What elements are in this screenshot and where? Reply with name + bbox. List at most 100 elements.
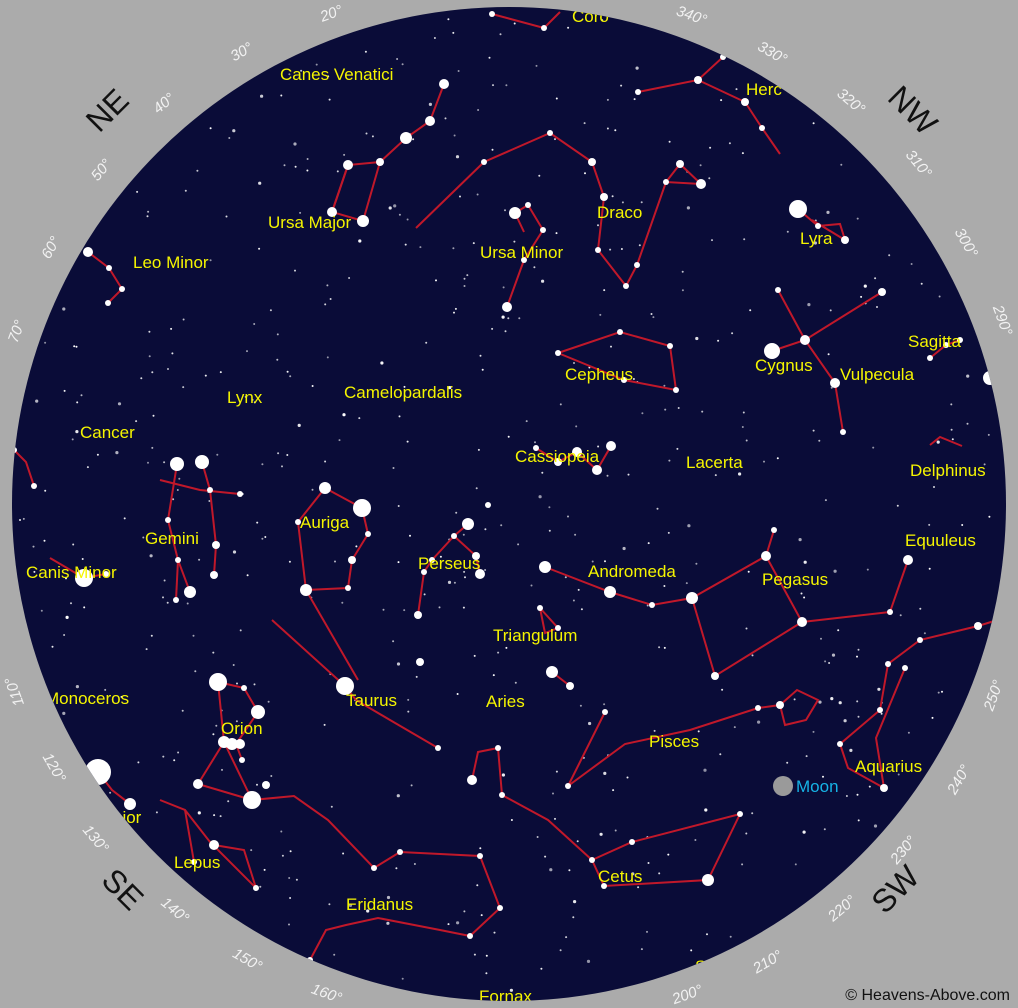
field-star [824,660,827,663]
field-star [541,279,545,283]
star [475,569,485,579]
field-star [640,948,643,951]
field-star [364,50,367,53]
field-star [115,451,119,455]
field-star [898,374,901,377]
field-star [398,415,401,418]
star [241,685,247,691]
field-star [480,914,483,917]
field-star [559,949,562,952]
field-star [838,701,842,705]
field-star [493,931,496,934]
field-star [184,189,187,192]
field-star [148,330,151,333]
label-perseus: Perseus [418,554,480,573]
star [327,207,337,217]
star [547,130,553,136]
field-star [33,570,36,573]
field-star [951,438,954,441]
star [165,517,171,523]
field-star [439,555,442,558]
field-star [457,70,460,72]
constellation-line-cancer [13,449,35,487]
field-star [251,398,254,401]
star [589,857,595,863]
star [588,158,596,166]
field-star [264,536,267,538]
constellation-line-pegasus [691,555,804,678]
field-star [448,386,452,390]
field-star [507,435,510,438]
constellation-line-lepus-2 [184,809,195,863]
field-star [44,341,47,344]
field-star [567,26,570,29]
field-star [554,138,556,141]
field-star [397,561,400,564]
field-star [514,681,517,684]
field-star [831,653,836,657]
star [497,905,503,911]
field-star [685,582,688,585]
field-star [277,452,280,455]
field-star [729,935,732,938]
field-star [358,417,361,420]
field-star [704,808,708,812]
field-star [627,473,630,476]
field-star [818,700,822,704]
field-star [396,662,401,666]
field-star [176,489,179,491]
field-star [937,691,940,694]
star [546,666,558,678]
field-star [208,500,211,502]
field-star [719,753,722,756]
field-star [209,259,212,262]
field-star [250,849,253,852]
label-cetus: Cetus [598,867,642,886]
label-canis-major: ajor [113,808,142,827]
star [800,335,810,345]
field-star [928,523,931,526]
field-star [820,637,822,640]
field-star [336,170,339,173]
field-star [513,240,516,243]
degree-20: 20° [317,2,345,26]
field-star [714,474,717,477]
field-star [453,311,455,314]
label-cepheus: Cepheus [565,365,633,384]
field-star [62,307,66,311]
field-star [818,439,821,442]
field-star [306,158,309,160]
field-star [646,604,649,607]
star [696,179,706,189]
field-star [505,646,508,649]
field-star [244,395,247,398]
field-star [152,414,155,417]
field-star [333,953,336,956]
star [191,859,197,865]
star [602,709,608,715]
degree-110: 110° [2,675,28,709]
field-star [745,627,748,630]
star [917,637,923,643]
star [239,757,245,763]
field-star [568,869,571,872]
field-star [857,819,860,822]
field-star [151,371,154,374]
field-star [601,19,604,22]
field-star [288,560,291,563]
field-star [256,521,259,524]
field-star [612,789,615,792]
field-star [75,430,79,434]
field-star [484,569,487,571]
field-star [276,358,279,361]
field-star [330,805,333,808]
field-star [415,675,418,678]
star [789,200,807,218]
field-star [232,664,235,666]
field-star [798,538,802,542]
field-star [406,218,409,221]
field-star [44,489,47,492]
field-star [572,599,575,602]
field-star [923,632,926,635]
star [253,885,259,891]
